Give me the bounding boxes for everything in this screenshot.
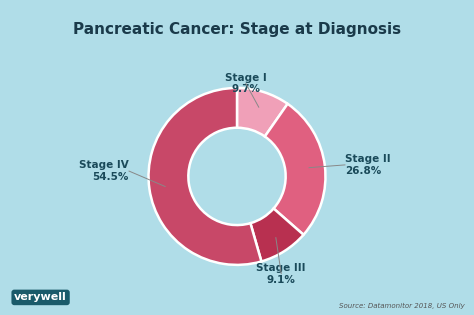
Wedge shape xyxy=(250,209,303,261)
Wedge shape xyxy=(237,88,288,136)
Wedge shape xyxy=(265,104,326,235)
Text: Stage IV
54.5%: Stage IV 54.5% xyxy=(79,160,129,182)
Wedge shape xyxy=(148,88,261,265)
Text: verywell: verywell xyxy=(14,292,67,302)
Text: Stage I
9.7%: Stage I 9.7% xyxy=(225,73,267,94)
Text: Stage III
9.1%: Stage III 9.1% xyxy=(256,263,306,284)
Text: Source: Datamonitor 2018, US Only: Source: Datamonitor 2018, US Only xyxy=(339,303,465,309)
Text: Stage II
26.8%: Stage II 26.8% xyxy=(345,154,391,176)
Text: Pancreatic Cancer: Stage at Diagnosis: Pancreatic Cancer: Stage at Diagnosis xyxy=(73,22,401,37)
